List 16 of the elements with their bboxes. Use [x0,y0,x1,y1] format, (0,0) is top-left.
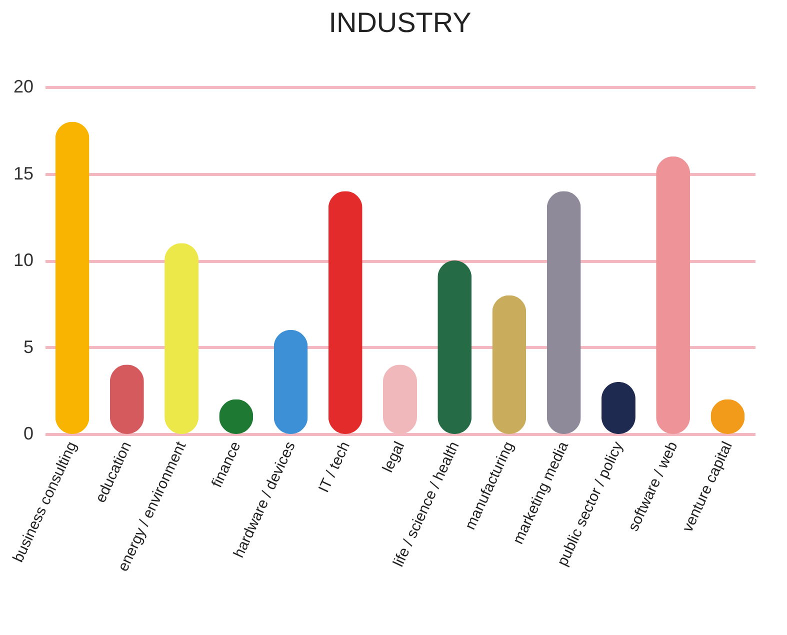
bar [164,243,199,434]
x-tick-label: IT / tech [315,439,354,496]
bar [438,260,472,434]
y-tick-label: 15 [13,163,34,184]
bar [656,156,690,434]
y-tick-label: 0 [23,424,34,444]
chart-title: INDUSTRY [328,7,472,38]
y-tick-label: 10 [13,250,34,270]
x-tick-label: legal [379,439,408,476]
bar [328,191,362,434]
bar [492,295,526,434]
bar [546,191,581,434]
bar [274,330,308,434]
bar [55,122,90,434]
y-tick-label: 20 [13,76,34,96]
y-tick-label: 5 [23,336,34,357]
